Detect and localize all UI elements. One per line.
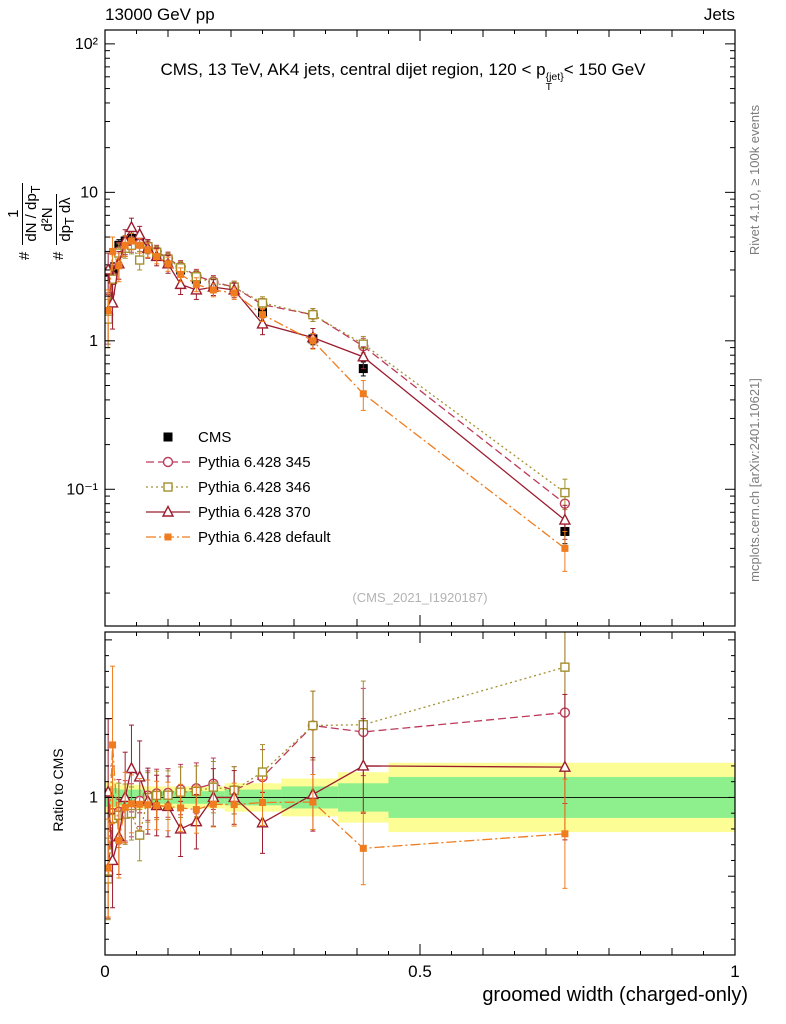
xtick-label: 0.5 bbox=[408, 962, 432, 981]
marker-pydefault bbox=[209, 800, 217, 808]
series-line-py346 bbox=[107, 244, 566, 494]
marker-py370 bbox=[256, 316, 269, 329]
marker-pydefault bbox=[309, 798, 317, 806]
marker-pydefault bbox=[144, 801, 152, 809]
marker-pydefault bbox=[230, 801, 238, 809]
marker-pydefault bbox=[561, 544, 569, 552]
marker-py370 bbox=[174, 277, 187, 290]
main-series-layer bbox=[105, 217, 572, 572]
marker-pydefault bbox=[192, 280, 200, 288]
marker-pydefault bbox=[115, 262, 123, 270]
marker-py346 bbox=[163, 482, 173, 492]
marker-cms bbox=[163, 432, 173, 442]
main-ytick-label: 10² bbox=[75, 36, 99, 53]
main-ytick-label: 1 bbox=[89, 333, 98, 350]
marker-py346 bbox=[560, 487, 570, 498]
plot-title-end: < 150 GeV bbox=[563, 60, 646, 79]
marker-pydefault bbox=[105, 864, 112, 872]
ratio-series-layer bbox=[105, 632, 572, 921]
xtick-label: 1 bbox=[730, 962, 739, 981]
legend-item-py345: Pythia 6.428 345 bbox=[146, 454, 311, 471]
marker-pydefault bbox=[192, 806, 200, 814]
main-ytick-label: 10⁻¹ bbox=[66, 481, 98, 498]
marker-py346 bbox=[134, 830, 145, 840]
marker-py370 bbox=[558, 513, 572, 525]
marker-pydefault bbox=[177, 270, 185, 278]
marker-pydefault bbox=[309, 337, 317, 345]
marker-pydefault bbox=[109, 247, 117, 255]
marker-pydefault bbox=[136, 800, 144, 808]
marker-py370 bbox=[357, 349, 370, 362]
series-main-py370 bbox=[105, 217, 572, 540]
marker-pydefault bbox=[259, 311, 266, 319]
xtick-label: 0 bbox=[100, 962, 109, 981]
series-main-py346 bbox=[105, 237, 570, 511]
marker-py370 bbox=[558, 760, 572, 772]
marker-py346 bbox=[560, 662, 570, 672]
marker-pydefault bbox=[359, 390, 367, 398]
plot-title: CMS, 13 TeV, AK4 jets, central dijet reg… bbox=[60, 60, 746, 93]
legend-label-pydefault: Pythia 6.428 default bbox=[198, 529, 331, 546]
series-ratio-py346 bbox=[105, 632, 570, 921]
marker-py370 bbox=[106, 295, 119, 308]
analysis-id-watermark: (CMS_2021_I1920187) bbox=[352, 590, 488, 605]
legend-label-py346: Pythia 6.428 346 bbox=[198, 479, 311, 496]
marker-pydefault bbox=[164, 802, 172, 810]
series-ratio-pydefault bbox=[105, 665, 569, 918]
ratio-ytick-label: 1 bbox=[89, 789, 98, 806]
marker-pydefault bbox=[127, 800, 135, 808]
marker-py370 bbox=[357, 758, 370, 771]
marker-pydefault bbox=[259, 799, 266, 807]
series-main-pydefault bbox=[105, 232, 569, 572]
marker-py346 bbox=[257, 298, 268, 308]
legend-item-py370: Pythia 6.428 370 bbox=[146, 504, 311, 521]
header-analysis-group-label: Jets bbox=[703, 5, 735, 24]
marker-py370 bbox=[161, 504, 175, 517]
marker-py370 bbox=[125, 761, 138, 774]
marker-pydefault bbox=[153, 802, 161, 810]
marker-py346 bbox=[308, 309, 318, 320]
marker-pydefault bbox=[561, 830, 569, 838]
marker-pydefault bbox=[109, 741, 117, 749]
marker-pydefault bbox=[164, 260, 172, 268]
marker-pydefault bbox=[121, 803, 129, 811]
marker-pydefault bbox=[121, 241, 129, 249]
plot-title-sub: T bbox=[545, 81, 553, 94]
marker-pydefault bbox=[164, 533, 172, 541]
marker-py370 bbox=[106, 853, 119, 866]
marker-py346 bbox=[257, 767, 268, 777]
series-main-py345 bbox=[105, 235, 571, 523]
main-ytick-label: 10 bbox=[80, 184, 98, 201]
x-axis-title: groomed width (charged-only) bbox=[482, 984, 748, 1006]
marker-pydefault bbox=[127, 237, 135, 245]
series-line-py345 bbox=[107, 243, 566, 505]
marker-pydefault bbox=[230, 289, 238, 297]
marker-pydefault bbox=[136, 241, 144, 249]
legend-label-py345: Pythia 6.428 345 bbox=[198, 454, 311, 471]
marker-pydefault bbox=[153, 252, 161, 260]
legend-label-cms: CMS bbox=[198, 429, 231, 446]
plot-title-sup: {jet} bbox=[545, 70, 564, 83]
marker-py346 bbox=[134, 255, 145, 265]
header-beam-label: 13000 GeV pp bbox=[105, 5, 215, 24]
marker-pydefault bbox=[177, 804, 185, 812]
marker-pydefault bbox=[115, 836, 123, 844]
legend-item-cms: CMS bbox=[163, 429, 231, 446]
legend-item-pydefault: Pythia 6.428 default bbox=[146, 529, 331, 546]
marker-pydefault bbox=[144, 246, 152, 254]
marker-py345 bbox=[162, 456, 174, 468]
plot-title-supsub: {jet} T bbox=[546, 72, 564, 93]
marker-py370 bbox=[125, 220, 138, 233]
marker-pydefault bbox=[359, 844, 367, 852]
plot-title-text: CMS, 13 TeV, AK4 jets, central dijet reg… bbox=[160, 60, 546, 79]
legend-label-py370: Pythia 6.428 370 bbox=[198, 504, 311, 521]
series-main-cms bbox=[105, 232, 570, 545]
marker-pydefault bbox=[105, 307, 112, 315]
marker-py346 bbox=[308, 720, 318, 731]
legend-item-py346: Pythia 6.428 346 bbox=[146, 479, 311, 496]
marker-pydefault bbox=[209, 286, 217, 294]
